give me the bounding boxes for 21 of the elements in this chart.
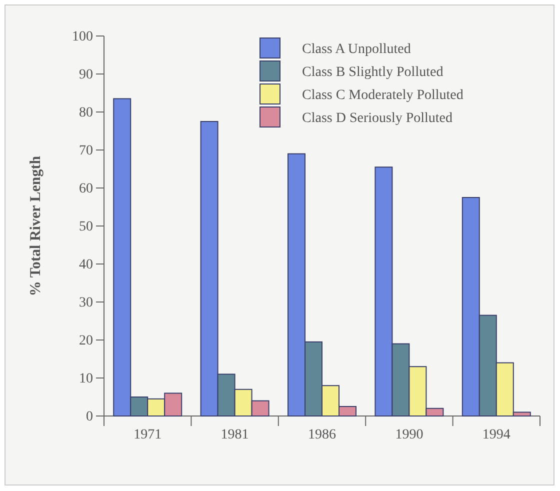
y-tick-label: 60 [79, 181, 93, 196]
x-tick-label: 1990 [395, 428, 424, 443]
y-axis-title: % Total River Length [28, 155, 44, 296]
y-tick-label: 70 [79, 143, 93, 158]
y-tick-label: 10 [79, 371, 93, 386]
x-tick-label: 1986 [308, 428, 336, 443]
y-tick-label: 100 [72, 29, 93, 44]
y-tick-label: 20 [79, 333, 93, 348]
legend-label: Class B Slightly Polluted [302, 65, 444, 80]
y-tick-label: 80 [79, 105, 93, 120]
x-tick-label: 1971 [134, 428, 162, 443]
legend-label: Class D Seriously Polluted [302, 111, 453, 126]
y-tick-label: 30 [79, 295, 93, 310]
y-tick-label: 40 [79, 257, 93, 272]
x-tick-label: 1994 [482, 428, 510, 443]
x-tick-label: 1981 [220, 428, 249, 443]
legend-label: Class A Unpolluted [302, 42, 411, 57]
y-tick-label: 50 [79, 219, 93, 234]
legend-label: Class C Moderately Polluted [302, 88, 464, 103]
y-tick-label: 0 [86, 409, 93, 424]
y-tick-label: 90 [79, 67, 93, 82]
